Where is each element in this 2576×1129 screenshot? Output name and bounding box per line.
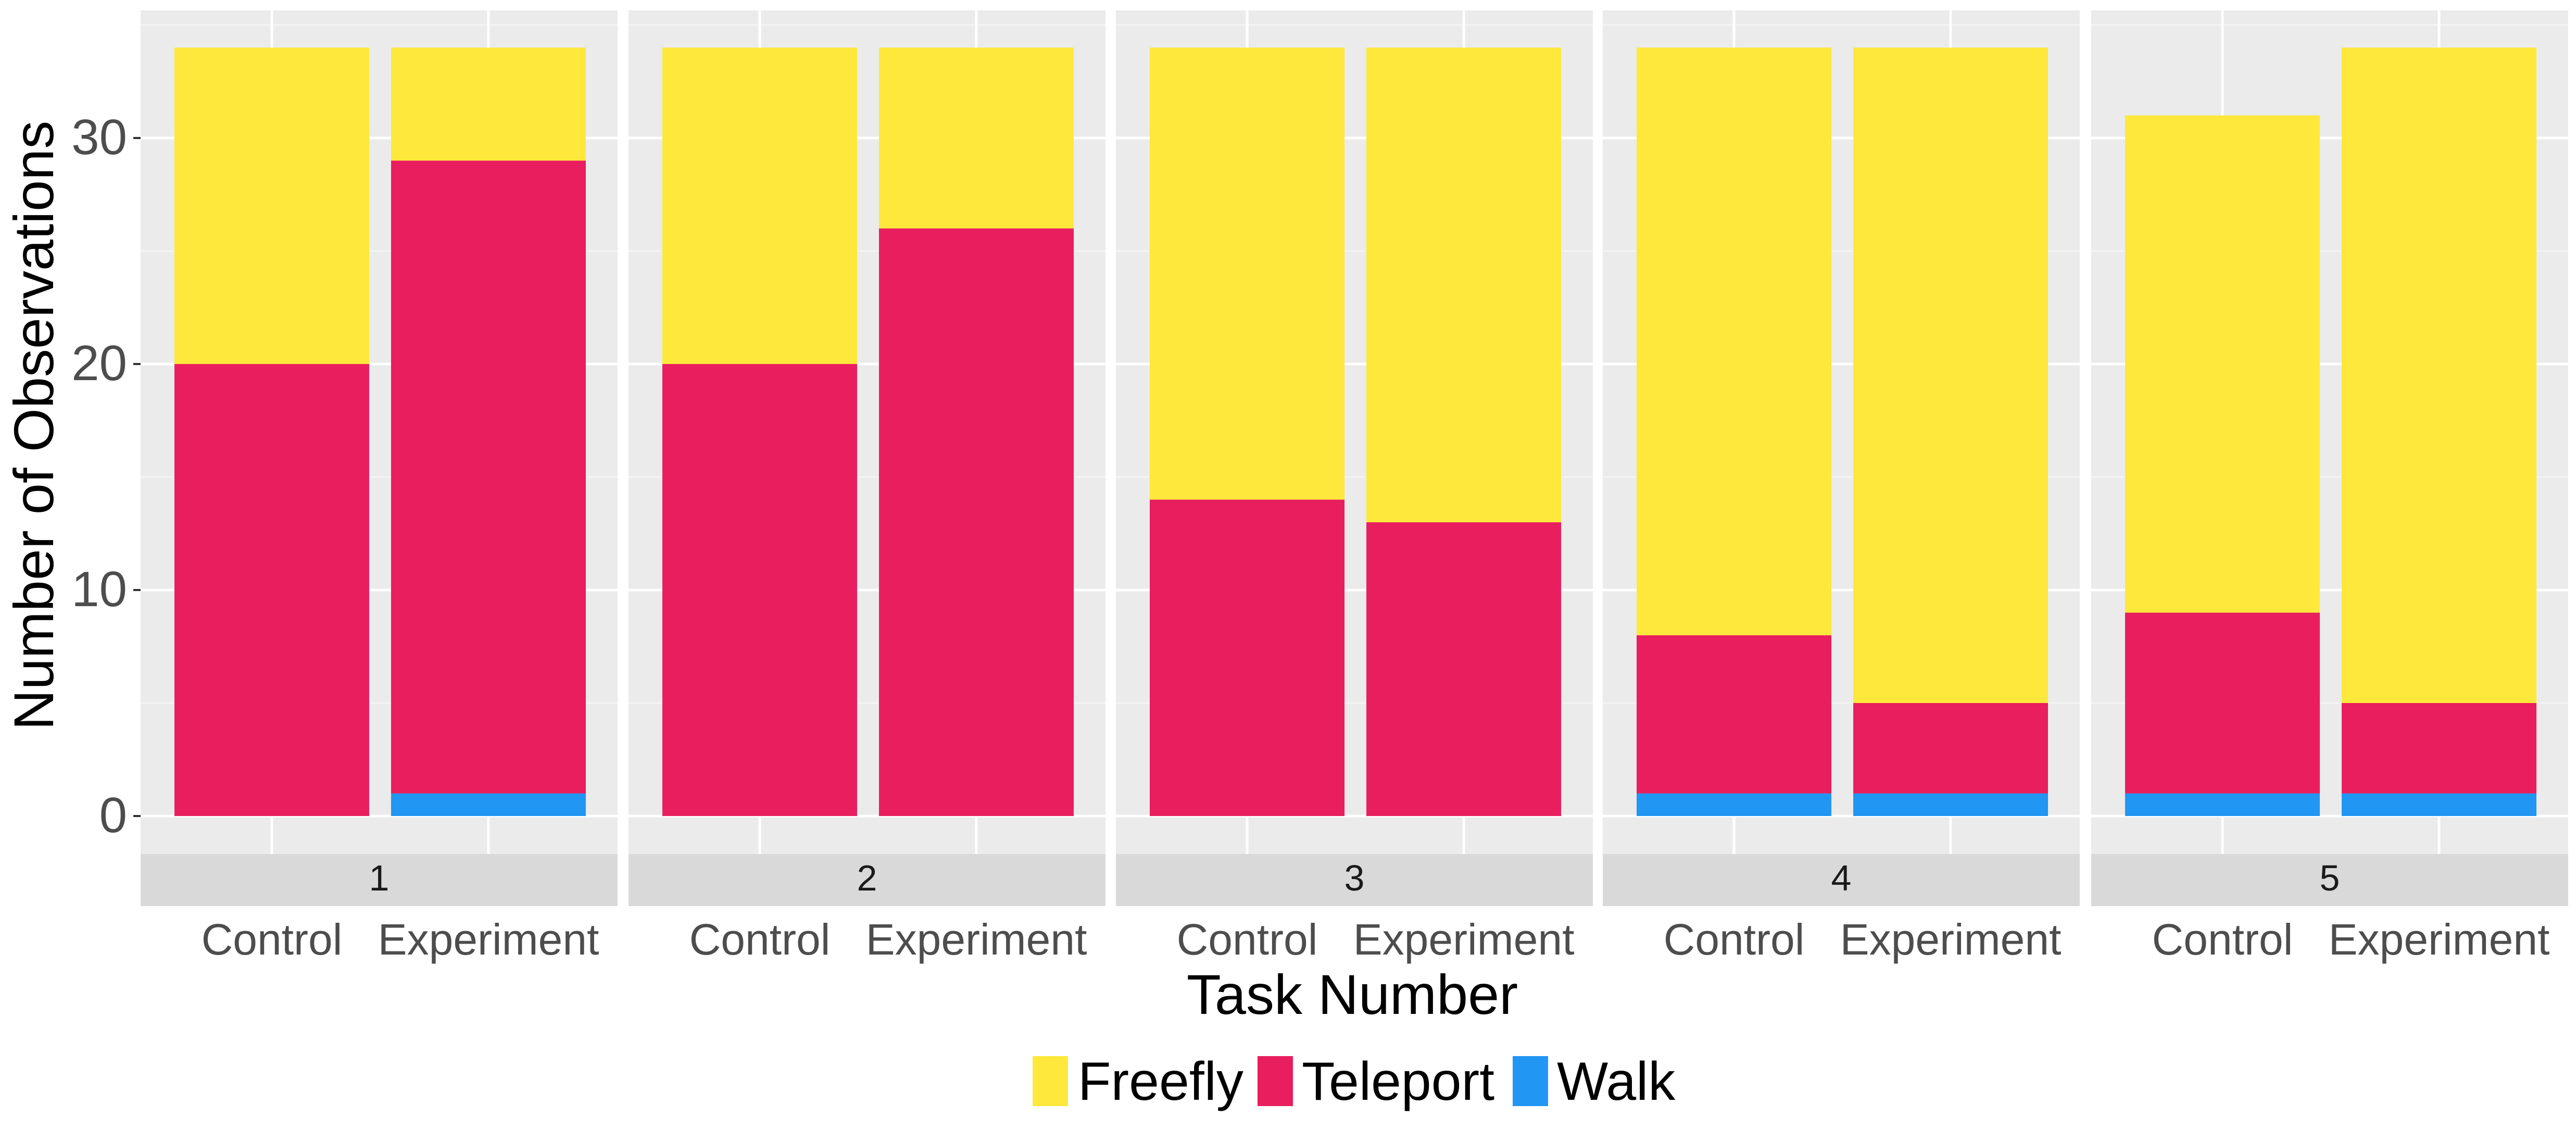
facet-panel-3: Control Experiment 3 (1116, 10, 1593, 964)
x-axis-title: Task Number (1187, 963, 1518, 1026)
bar-segment-freefly (879, 47, 1074, 229)
bar-segment-teleport (662, 364, 857, 816)
bar-segment-teleport (391, 160, 586, 794)
legend-item-walk: Walk (1513, 1051, 1676, 1112)
legend-item-teleport: Teleport (1258, 1051, 1494, 1112)
x-tick-label: Control (1664, 915, 1805, 964)
bar-segment-freefly (1853, 47, 2048, 703)
facet-strip-label: 2 (857, 858, 877, 898)
bar-segment-teleport (1150, 499, 1344, 816)
facet-strip (1603, 854, 2080, 906)
bar-segment-freefly (174, 47, 369, 364)
bar-segment-walk (1637, 793, 1831, 816)
facet-panel-4: Control Experiment 4 (1603, 10, 2080, 964)
y-axis: 0 10 20 30 (71, 109, 141, 843)
facet-strip (2091, 854, 2568, 906)
facet-strip-label: 3 (1344, 858, 1365, 898)
bar-segment-freefly (1366, 47, 1561, 522)
bar-segment-teleport (1853, 703, 2048, 794)
bar-segment-freefly (391, 47, 586, 161)
legend-label: Freefly (1078, 1051, 1243, 1112)
x-tick-label: Experiment (378, 915, 599, 964)
bar-segment-walk (1853, 793, 2048, 816)
legend-label: Teleport (1302, 1051, 1494, 1112)
legend-swatch (1033, 1056, 1068, 1106)
x-tick-label: Control (2152, 915, 2293, 964)
facet-strip-label: 5 (2320, 858, 2340, 898)
facet-strip (1116, 854, 1593, 906)
facet-panel-2: Control Experiment 2 (629, 10, 1105, 964)
bar-segment-teleport (879, 228, 1074, 817)
x-tick-label: Experiment (1840, 915, 2062, 964)
legend-swatch (1513, 1056, 1548, 1106)
legend-swatch (1258, 1056, 1293, 1106)
bar-segment-teleport (2125, 612, 2320, 794)
y-tick-label: 30 (71, 109, 127, 165)
bar-segment-teleport (174, 364, 369, 816)
facet-strip (141, 854, 618, 906)
bar-segment-walk (391, 793, 586, 816)
x-tick-label: Experiment (1353, 915, 1575, 964)
x-tick-label: Experiment (2329, 915, 2550, 964)
legend-label: Walk (1557, 1051, 1676, 1112)
y-tick-label: 20 (71, 335, 127, 391)
bar-segment-freefly (2342, 47, 2536, 703)
y-tick-label: 0 (99, 787, 127, 843)
legend: Freefly Teleport Walk (1033, 1051, 1676, 1112)
x-tick-label: Experiment (866, 915, 1087, 964)
bar-segment-teleport (2342, 703, 2536, 794)
bar-segment-walk (2342, 793, 2536, 816)
bar-segment-teleport (1637, 635, 1831, 794)
facet-strip-label: 4 (1831, 858, 1852, 898)
y-axis-title: Number of Observations (2, 121, 65, 731)
y-tick-label: 10 (71, 561, 127, 617)
x-tick-label: Control (1177, 915, 1318, 964)
legend-item-freefly: Freefly (1033, 1051, 1243, 1112)
bar-segment-freefly (1150, 47, 1344, 500)
bar-segment-freefly (1637, 47, 1831, 635)
bar-segment-freefly (662, 47, 857, 364)
facet-panel-5: Control Experiment 5 (2091, 10, 2568, 964)
facet-strip (629, 854, 1105, 906)
bar-segment-freefly (2125, 115, 2320, 613)
x-tick-label: Control (202, 915, 343, 964)
facet-panel-1: Control Experiment 1 (141, 10, 618, 964)
bar-segment-walk (2125, 793, 2320, 816)
facet-strip-label: 1 (369, 858, 389, 898)
bar-segment-teleport (1366, 522, 1561, 816)
x-tick-label: Control (689, 915, 831, 964)
